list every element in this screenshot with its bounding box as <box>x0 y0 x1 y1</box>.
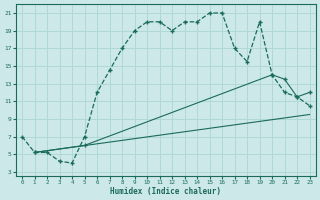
X-axis label: Humidex (Indice chaleur): Humidex (Indice chaleur) <box>110 187 221 196</box>
